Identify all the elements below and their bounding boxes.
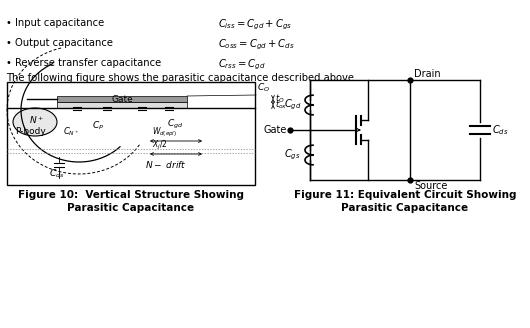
Text: $C_{gd}$: $C_{gd}$ xyxy=(284,98,302,112)
Text: • Reverse transfer capacitance: • Reverse transfer capacitance xyxy=(6,58,161,68)
Text: $W_{d(epl)}$: $W_{d(epl)}$ xyxy=(152,126,177,139)
Bar xyxy=(57,96,187,102)
Text: $C_{gs}$: $C_{gs}$ xyxy=(284,148,301,162)
Text: $C_P$: $C_P$ xyxy=(92,120,104,133)
Bar xyxy=(7,82,255,185)
Text: $C_{rss} = C_{gd}$: $C_{rss} = C_{gd}$ xyxy=(218,58,266,72)
Text: • Input capacitance: • Input capacitance xyxy=(6,18,104,28)
Text: $C_{ds}$: $C_{ds}$ xyxy=(492,123,508,137)
Text: $N-$ drift: $N-$ drift xyxy=(145,159,187,171)
Text: Drain: Drain xyxy=(414,69,440,79)
Text: Gate: Gate xyxy=(263,125,287,135)
Text: $t_{ox}$: $t_{ox}$ xyxy=(275,99,287,111)
Text: $N^+$: $N^+$ xyxy=(29,114,45,126)
Text: $X_j/2$: $X_j/2$ xyxy=(152,139,167,152)
Text: $C_{ds}$: $C_{ds}$ xyxy=(49,168,65,180)
Text: P-body: P-body xyxy=(15,127,46,135)
Text: $C_{N^+}$: $C_{N^+}$ xyxy=(63,126,80,138)
Text: Source: Source xyxy=(414,181,447,191)
Text: $t_O$: $t_O$ xyxy=(275,93,285,105)
Text: $C_{iss} = C_{gd} + C_{gs}$: $C_{iss} = C_{gd} + C_{gs}$ xyxy=(218,18,292,32)
Text: Figure 10:  Vertical Structure Showing: Figure 10: Vertical Structure Showing xyxy=(18,190,244,200)
Text: Figure 11: Equivalent Circuit Showing: Figure 11: Equivalent Circuit Showing xyxy=(294,190,516,200)
Text: $C_{oss} = C_{gd} + C_{ds}$: $C_{oss} = C_{gd} + C_{ds}$ xyxy=(218,38,295,52)
Text: $C_{gd}$: $C_{gd}$ xyxy=(167,118,183,131)
Text: The following figure shows the parasitic capacitance described above.: The following figure shows the parasitic… xyxy=(6,73,357,83)
Text: $C_O$: $C_O$ xyxy=(257,81,270,94)
Text: • Output capacitance: • Output capacitance xyxy=(6,38,113,48)
Text: Parasitic Capacitance: Parasitic Capacitance xyxy=(67,203,195,213)
Ellipse shape xyxy=(13,108,57,136)
Text: Parasitic Capacitance: Parasitic Capacitance xyxy=(341,203,469,213)
Bar xyxy=(57,102,187,108)
Text: Gate: Gate xyxy=(111,94,133,104)
